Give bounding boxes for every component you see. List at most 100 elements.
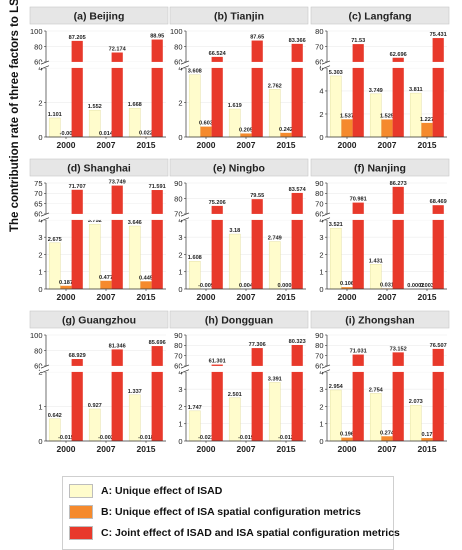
y-tick-label: 80 — [315, 341, 323, 350]
data-label: 0.031 — [380, 282, 394, 288]
data-label: -0.015 — [58, 435, 74, 441]
y-tick-label: 3 — [178, 233, 182, 242]
legend-item-b: B: Unique effect of ISA spatial configur… — [69, 504, 361, 520]
bar-c — [392, 352, 404, 441]
y-tick-label: 2 — [178, 98, 182, 107]
data-label: 71.707 — [69, 184, 86, 190]
x-tick-label: 2000 — [57, 140, 76, 150]
data-label: 66.524 — [209, 51, 227, 57]
y-tick-label: 80 — [174, 42, 182, 51]
data-label: 1.668 — [128, 102, 142, 108]
y-tick-label: 90 — [315, 179, 323, 188]
x-tick-label: 2007 — [97, 140, 116, 150]
data-label: -0.012 — [278, 435, 294, 441]
y-tick-label: 4 — [178, 216, 182, 225]
bar-a — [188, 74, 201, 138]
bar-c — [291, 192, 303, 289]
data-label: 83.366 — [289, 38, 306, 44]
y-tick-label: 70 — [34, 189, 42, 198]
x-tick-label: 2015 — [277, 444, 296, 454]
data-label: 0.187 — [59, 280, 73, 286]
axis-break-band — [40, 365, 168, 372]
panel-title: (b) Tianjin — [214, 11, 264, 23]
axis-break-mark — [40, 60, 50, 65]
data-label: 0.0002 — [407, 283, 424, 289]
data-label: 68.929 — [69, 353, 86, 359]
bar-b — [280, 132, 292, 137]
data-label: 1.747 — [188, 405, 202, 411]
y-tick-label: 4 — [178, 368, 182, 377]
bar-c — [151, 346, 163, 441]
legend-item-a: A: Unique effect of ISAD — [69, 483, 222, 499]
panel-title: (c) Langfang — [349, 11, 412, 23]
data-label: 0.0003 — [277, 283, 294, 289]
y-tick-label: 80 — [174, 341, 182, 350]
x-tick-label: 2000 — [197, 140, 216, 150]
x-tick-label: 2007 — [97, 444, 116, 454]
data-label: 1.227 — [420, 117, 434, 123]
data-label: 68.469 — [430, 199, 447, 205]
data-label: 0.17 — [422, 432, 433, 438]
axis-break-mark — [321, 212, 331, 217]
data-label: 1.525 — [380, 113, 394, 119]
y-tick-label: 80 — [315, 27, 323, 36]
plot-area — [327, 183, 447, 289]
plot-area — [186, 335, 306, 441]
data-label: 3.646 — [128, 220, 142, 226]
x-tick-label: 2015 — [137, 140, 156, 150]
bar-c — [432, 205, 444, 289]
bar-a — [329, 227, 342, 290]
bar-c — [151, 39, 163, 137]
data-label: 1.101 — [48, 112, 62, 118]
axis-break-mark — [321, 65, 331, 70]
y-tick-label: 80 — [34, 346, 42, 355]
y-tick-label: 90 — [174, 179, 182, 188]
y-tick-label: 4 — [38, 216, 42, 225]
y-tick-label: 2 — [178, 250, 182, 259]
bar-b — [381, 436, 393, 441]
legend-item-c: C: Joint effect of ISAD and ISA spatial … — [69, 525, 400, 541]
y-tick-label: 1 — [319, 268, 323, 277]
axis-break-mark — [180, 217, 190, 222]
y-tick-label: 0 — [178, 437, 182, 446]
y-tick-label: 0 — [178, 133, 182, 142]
y-tick-label: 2 — [178, 402, 182, 411]
legend-swatch-c — [69, 526, 93, 540]
panel-2: (b) Tianjin 0 2 460 80 100 3.608 0.603 66.524 200… — [169, 6, 309, 150]
y-tick-label: 60 — [34, 362, 42, 371]
data-label: 87.205 — [69, 35, 86, 41]
y-tick-label: 4 — [38, 64, 42, 73]
data-label: 3.752 — [88, 218, 102, 224]
panel-header — [29, 6, 169, 25]
x-tick-label: 2000 — [57, 444, 76, 454]
data-label: 3.521 — [329, 222, 343, 228]
panel-header — [310, 310, 450, 329]
bar-b — [381, 119, 393, 137]
data-label: 2.754 — [369, 387, 384, 393]
data-label: 71.031 — [350, 349, 367, 355]
data-label: 77.306 — [249, 342, 266, 348]
bar-b — [341, 437, 353, 441]
panel-title: (e) Ningbo — [213, 163, 265, 175]
data-label: 0.445 — [139, 275, 153, 281]
data-label: -0.021 — [198, 435, 214, 441]
data-label: 2.749 — [268, 236, 282, 242]
bar-c — [352, 44, 364, 137]
data-label: 0.274 — [380, 430, 395, 436]
data-label: 71.591 — [149, 184, 166, 190]
plot-area — [327, 335, 447, 441]
axis-break-band — [180, 61, 308, 68]
y-tick-label: 60 — [315, 58, 323, 67]
data-label: 0.603 — [199, 121, 213, 127]
data-label: 5.303 — [329, 70, 343, 76]
data-label: 75.431 — [430, 32, 447, 38]
bar-c — [111, 349, 123, 441]
bar-c — [352, 202, 364, 289]
panel-3: (c) Langfang 0 2 4 660 70 80 5.303 1.537 71.53 200… — [310, 6, 450, 150]
bar-c — [151, 190, 163, 289]
data-label: 88.95 — [150, 34, 164, 40]
y-tick-label: 0 — [319, 285, 323, 294]
x-tick-label: 2000 — [197, 292, 216, 302]
bar-b — [240, 133, 252, 137]
